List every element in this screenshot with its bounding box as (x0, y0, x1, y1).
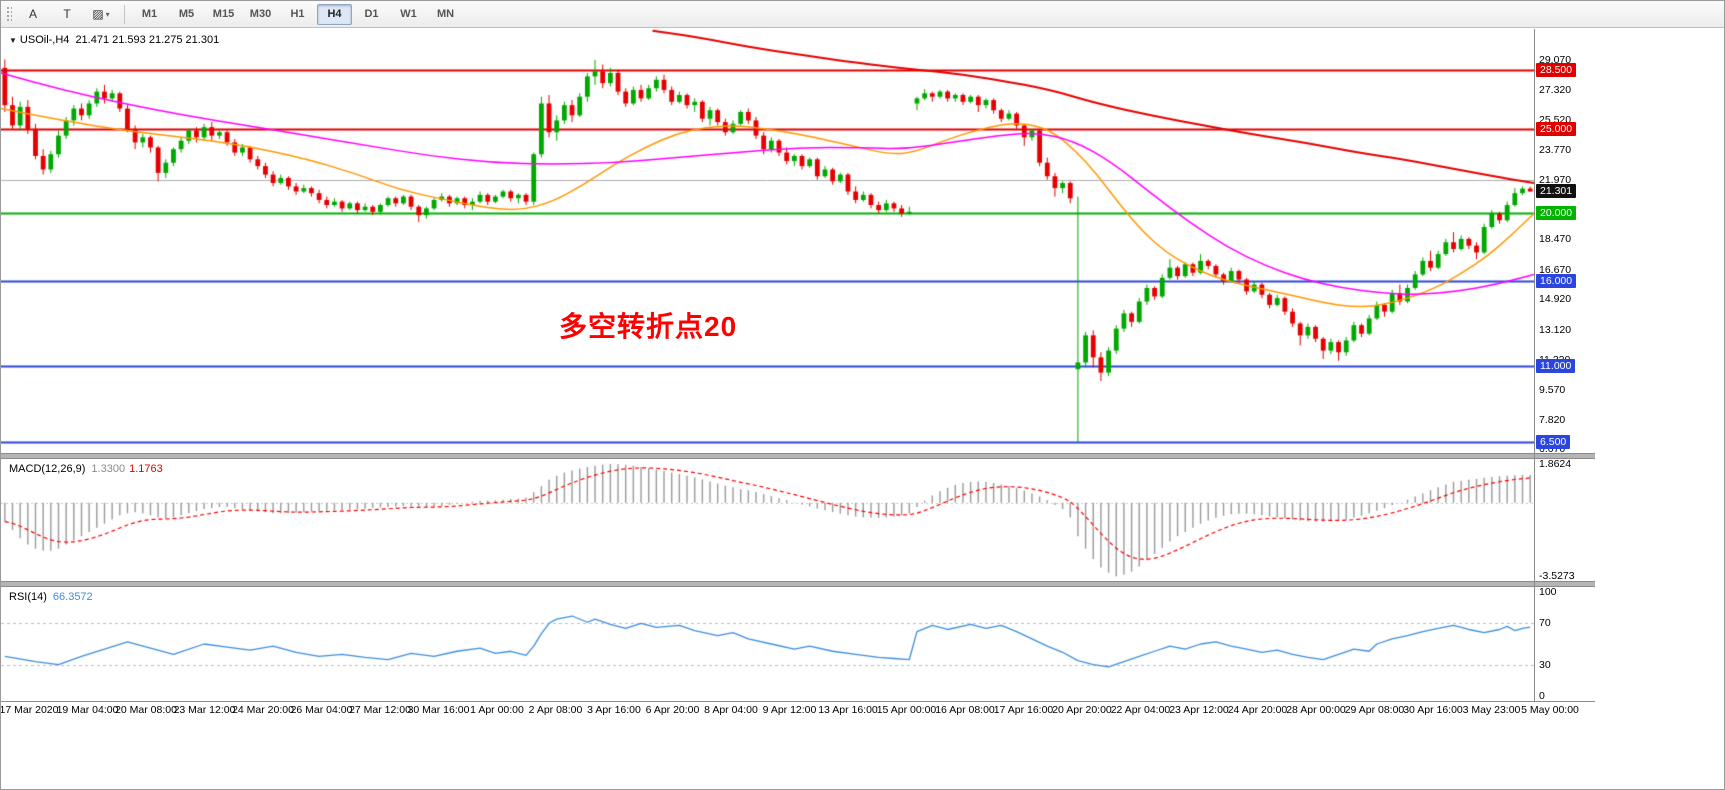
toolbar: A T ▨ ▾ M1 M5 M15 M30 H1 H4 D1 W1 MN (1, 1, 1724, 28)
price-scale-border (1534, 29, 1535, 701)
macd-value: 1.3300 (91, 463, 126, 475)
time-axis-label: 23 Apr 12:00 (1169, 704, 1229, 716)
time-axis-label: 23 Mar 12:00 (173, 704, 236, 716)
time-axis-label: 30 Apr 16:00 (1403, 704, 1463, 716)
text-annotation[interactable]: 多空转折点20 (559, 311, 738, 342)
time-axis-label: 16 Apr 08:00 (935, 704, 995, 716)
time-axis-label: 29 Apr 08:00 (1344, 704, 1405, 716)
timeframe-button-D1[interactable]: D1 (364, 8, 379, 20)
timeframe-button-M30[interactable]: M30 (249, 8, 272, 20)
time-axis-label: 15 Apr 00:00 (876, 704, 937, 716)
time-axis-label: 26 Mar 04:00 (290, 704, 353, 716)
shapes-tool-button[interactable]: ▨ ▾ (92, 7, 110, 21)
chevron-down-icon: ▼ (9, 35, 17, 45)
time-axis-label: 22 Apr 04:00 (1110, 704, 1171, 716)
time-axis-label: 13 Apr 16:00 (818, 704, 878, 716)
time-axis-label: 1 Apr 00:00 (470, 704, 524, 716)
hline-price-badge: 6.500 (1536, 434, 1571, 449)
time-axis-label: 3 Apr 16:00 (587, 704, 641, 716)
timeframe-button-M5[interactable]: M5 (178, 8, 195, 20)
time-axis-label: 2 Apr 08:00 (528, 704, 583, 716)
main-chart-canvas[interactable] (1, 29, 1534, 453)
toolbar-separator (124, 4, 125, 24)
time-axis-label: 19 Mar 04:00 (56, 704, 119, 716)
time-axis-label: 24 Apr 20:00 (1227, 704, 1288, 716)
time-axis-label: 5 May 00:00 (1521, 704, 1579, 716)
time-axis[interactable]: 17 Mar 2020 19 Mar 04:00 20 Mar 08:00 23 Ma… (1, 704, 1595, 720)
time-axis-label: 9 Apr 12:00 (762, 704, 817, 716)
hline-price-badge: 16.000 (1536, 274, 1577, 289)
time-axis-label: 20 Mar 08:00 (115, 704, 177, 716)
price-scale-tick: 7.820 (1539, 413, 1566, 426)
rsi-indicator-canvas[interactable] (1, 587, 1534, 701)
rsi-value: 66.3572 (52, 591, 93, 603)
panel-divider[interactable] (1, 581, 1595, 587)
timeframe-button-H1[interactable]: H1 (290, 8, 305, 20)
symbol-timeframe-label: USOil-,H4 (19, 34, 70, 46)
text-tool-button[interactable]: T (63, 7, 71, 21)
chevron-down-icon: ▾ (105, 9, 110, 19)
price-scale-tick: 14.920 (1539, 293, 1572, 306)
time-axis-label: 8 Apr 04:00 (704, 704, 758, 716)
timeframe-button-W1[interactable]: W1 (400, 8, 417, 20)
time-axis-label: 28 Apr 00:00 (1286, 704, 1346, 716)
price-scale-tick: 70 (1539, 617, 1551, 630)
price-scale-tick: 16.670 (1539, 263, 1572, 276)
timeframe-button-M15[interactable]: M15 (212, 8, 235, 20)
price-scale[interactable]: 29.070 27.320 25.520 23.770 21.970 18.470 16.6… (1535, 29, 1595, 702)
time-axis-label: 6 Apr 20:00 (645, 704, 700, 716)
price-scale-tick: 13.120 (1539, 323, 1572, 336)
timeframe-button-H4[interactable]: H4 (317, 3, 352, 25)
macd-indicator-canvas[interactable] (1, 459, 1534, 581)
chart-symbol-header: ▼ USOil-,H4 21.471 21.593 21.275 21.301 (9, 34, 219, 46)
price-scale-tick: 18.470 (1539, 233, 1572, 246)
price-scale-tick: 9.570 (1539, 384, 1566, 397)
ohlc-values: 21.471 21.593 21.275 21.301 (75, 34, 220, 46)
price-scale-tick: 27.320 (1539, 83, 1572, 96)
price-scale-tick: 30 (1539, 658, 1551, 671)
macd-label: MACD(12,26,9) (9, 463, 86, 475)
time-axis-label: 24 Mar 20:00 (232, 704, 294, 716)
toolbar-drag-handle[interactable] (5, 5, 12, 23)
hline-price-badge: 28.500 (1536, 62, 1577, 77)
macd-signal-value: 1.1763 (129, 463, 163, 475)
rsi-header: RSI(14) 66.3572 (9, 591, 93, 603)
price-scale-tick: -3.5273 (1539, 570, 1575, 583)
time-axis-border (1, 701, 1595, 702)
price-scale-tick: 0 (1539, 689, 1545, 702)
hline-price-badge: 25.000 (1536, 121, 1577, 136)
hline-price-badge: 20.000 (1536, 206, 1577, 221)
price-scale-tick: 23.770 (1539, 143, 1572, 156)
hline-price-badge: 11.000 (1536, 358, 1576, 373)
price-scale-tick: 1.8624 (1539, 457, 1572, 470)
macd-header: MACD(12,26,9) 1.3300 1.1763 (9, 463, 163, 475)
chart-area: ▼ USOil-,H4 21.471 21.593 21.275 21.301 MA… (1, 29, 1724, 789)
current-price-badge: 21.301 (1536, 184, 1577, 199)
timeframe-group: M1 M5 M15 M30 H1 H4 D1 W1 MN (131, 3, 464, 25)
font-tool-button[interactable]: A (28, 7, 37, 21)
time-axis-label: 27 Mar 12:00 (349, 704, 411, 716)
timeframe-button-M1[interactable]: M1 (141, 8, 158, 20)
panel-divider[interactable] (1, 453, 1595, 459)
rsi-label: RSI(14) (9, 591, 47, 603)
price-scale-tick: 21.970 (1539, 174, 1572, 187)
time-axis-label: 17 Mar 2020 (0, 704, 59, 716)
time-axis-label: 30 Mar 16:00 (407, 704, 470, 716)
timeframe-button-MN[interactable]: MN (436, 8, 455, 20)
time-axis-label: 3 May 23:00 (1462, 704, 1521, 716)
price-scale-tick: 100 (1539, 586, 1557, 599)
drawing-tool-group: A T ▨ ▾ (16, 3, 118, 25)
time-axis-label: 17 Apr 16:00 (993, 704, 1054, 716)
time-axis-label: 20 Apr 20:00 (1052, 704, 1112, 716)
